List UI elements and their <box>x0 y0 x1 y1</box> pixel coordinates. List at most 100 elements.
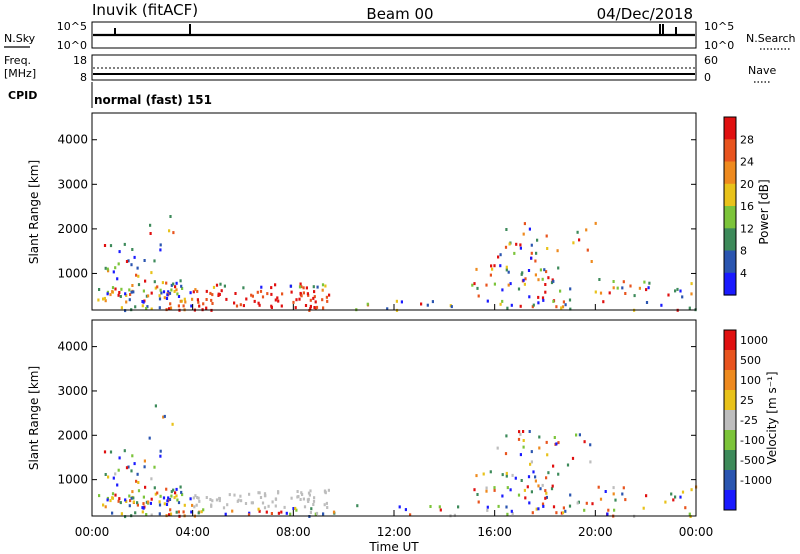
velocity-echo-cell <box>109 450 113 454</box>
velocity-echo-cell <box>165 487 168 491</box>
power-echo-cell <box>528 295 531 299</box>
velocity-echo-cell <box>173 496 176 500</box>
velocity-echo-cell <box>154 492 157 496</box>
velocity-echo-cell <box>307 500 310 503</box>
velocity-echo-cell <box>538 446 541 450</box>
velocity-echo-cell <box>489 470 492 474</box>
power-echo-cell <box>111 290 114 294</box>
velocity-echo-cell <box>280 510 283 514</box>
power-echo-cell <box>622 280 625 284</box>
power-echo-cell <box>168 291 172 295</box>
n-sky-label: N.Sky <box>4 32 36 45</box>
velocity-echo-cell <box>111 492 115 496</box>
nave-tick-low: 0 <box>704 71 711 84</box>
velocity-echo-cell <box>296 490 299 493</box>
power-echo-cell <box>621 286 624 290</box>
power-echo-cell <box>169 302 172 306</box>
velocity-echo-cell <box>239 494 242 498</box>
velocity-ytick-label: 2000 <box>57 428 88 442</box>
velocity-echo-cell <box>541 502 545 506</box>
power-echo-cell <box>489 273 492 277</box>
velocity-echo-cell <box>159 449 162 453</box>
power-echo-cell <box>561 305 565 309</box>
velocity-echo-cell <box>509 488 512 492</box>
power-echo-cell <box>545 234 548 238</box>
power-echo-cell <box>313 295 316 299</box>
velocity-echo-cell <box>597 485 600 489</box>
velocity-echo-cell <box>192 496 195 500</box>
velocity-echo-cell <box>312 503 315 506</box>
power-echo-cell <box>602 300 605 304</box>
power-echo-cell <box>182 304 185 308</box>
power-echo-cell <box>527 269 531 272</box>
power-echo-cell <box>499 253 502 257</box>
power-echo-cell <box>219 282 222 286</box>
velocity-echo-cell <box>439 508 442 512</box>
velocity-echo-cell <box>257 491 260 495</box>
velocity-echo-cell <box>624 498 627 502</box>
power-echo-cell <box>102 297 105 301</box>
power-echo-cell <box>537 278 540 282</box>
power-echo-cell <box>158 297 162 301</box>
power-echo-cell <box>179 299 182 303</box>
velocity-echo-cell <box>179 485 182 489</box>
velocity-echo-cell <box>222 506 226 510</box>
velocity-echo-cell <box>621 492 624 496</box>
velocity-echo-cell <box>325 501 328 505</box>
velocity-echo-cell <box>143 459 146 463</box>
velocity-echo-cell <box>545 440 548 444</box>
velocity-echo-cell <box>529 462 532 466</box>
power-echo-cell <box>515 242 518 246</box>
velocity-echo-cell <box>326 506 329 509</box>
velocity-colorbar-swatch <box>724 430 736 451</box>
freq-tick-high: 18 <box>73 54 87 67</box>
power-echo-cell <box>629 284 632 288</box>
velocity-echo-cell <box>575 433 578 437</box>
power-echo-cell <box>107 269 110 273</box>
power-echo-cell <box>473 282 476 286</box>
noise-left-tick-low: 10^0 <box>57 39 87 52</box>
velocity-echo-cell <box>142 502 145 506</box>
power-echo-cell <box>633 294 636 298</box>
power-echo-cell <box>218 293 221 296</box>
power-echo-cell <box>306 292 309 296</box>
power-echo-cell <box>274 283 277 287</box>
power-echo-cell <box>550 281 554 285</box>
velocity-echo-cell <box>158 500 161 504</box>
velocity-echo-cell <box>535 507 538 511</box>
velocity-colorbar-swatch <box>724 330 736 351</box>
velocity-colorbar-label: Velocity [m s⁻¹] <box>765 371 779 464</box>
time-axis-label: Time UT <box>368 540 419 554</box>
velocity-echo-cell <box>124 498 127 502</box>
velocity-echo-cell <box>486 508 489 512</box>
power-echo-cell <box>176 292 179 296</box>
velocity-echo-cell <box>177 510 180 514</box>
velocity-echo-cell <box>356 504 359 508</box>
velocity-echo-cell <box>505 471 508 475</box>
power-echo-cell <box>522 232 525 236</box>
power-echo-cell <box>506 306 509 310</box>
velocity-echo-cell <box>176 498 179 502</box>
power-echo-cell <box>128 288 131 292</box>
noise-right-tick-high: 10^5 <box>704 20 734 33</box>
velocity-echo-cell <box>228 493 231 497</box>
velocity-xtick-label: 00:00 <box>679 525 714 539</box>
power-echo-cell <box>612 286 615 290</box>
velocity-echo-cell <box>224 512 227 516</box>
velocity-echo-cell <box>583 440 586 444</box>
velocity-echo-cell <box>312 499 316 503</box>
power-ytick-label: 4000 <box>57 133 88 147</box>
velocity-echo-cell <box>258 509 261 513</box>
power-echo-cell <box>118 250 121 254</box>
velocity-echo-cell <box>295 508 298 512</box>
power-echo-cell <box>505 265 508 269</box>
power-echo-cell <box>194 288 197 292</box>
power-echo-cell <box>192 290 195 294</box>
velocity-echo-cell <box>120 512 123 516</box>
velocity-echo-cell <box>197 511 200 515</box>
power-echo-cell <box>679 289 682 293</box>
power-echo-cell <box>667 293 670 297</box>
power-echo-cell <box>190 304 193 308</box>
power-echo-cell <box>493 282 496 286</box>
power-scatter <box>97 215 697 313</box>
